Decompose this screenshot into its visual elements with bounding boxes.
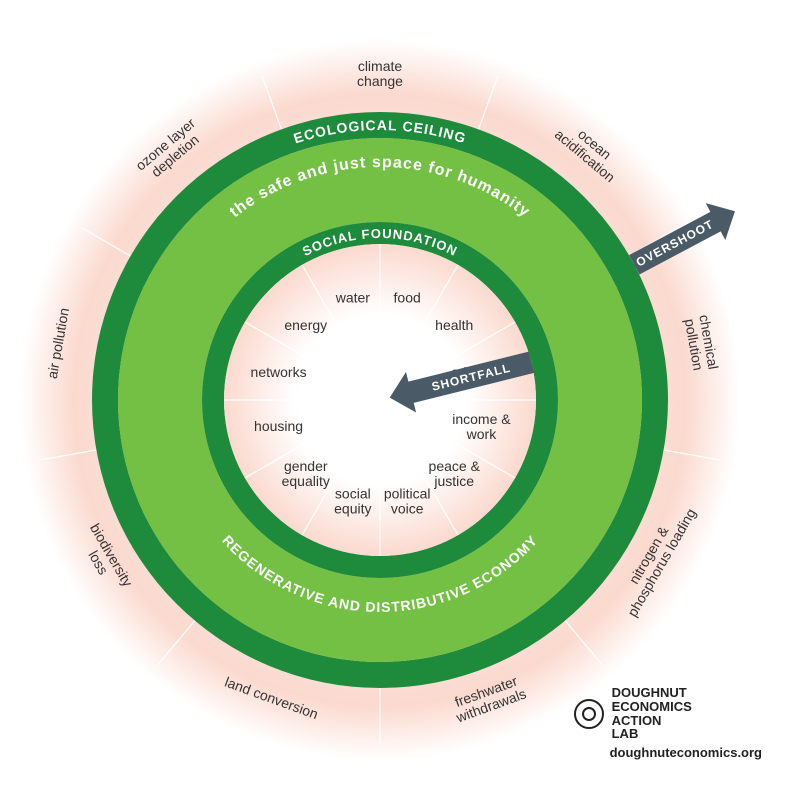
inner-segment-label: networks: [251, 364, 307, 380]
footer-url: doughnuteconomics.org: [610, 745, 762, 760]
inner-segment-label: health: [435, 317, 473, 333]
inner-segment-label: genderequality: [282, 458, 330, 489]
inner-segment-label: housing: [254, 418, 303, 434]
inner-segment-label: peace &justice: [429, 458, 481, 489]
doughnut-diagram: ECOLOGICAL CEILINGthe safe and just spac…: [0, 0, 800, 800]
inner-segment-label: socialequity: [334, 485, 371, 516]
outer-segment-label: climatechange: [357, 58, 403, 89]
inner-segment-label: energy: [284, 317, 327, 333]
inner-segment-label: food: [394, 290, 421, 306]
doughnut-logo-icon: [574, 699, 604, 729]
inner-segment-label: politicalvoice: [384, 485, 431, 516]
footer: DOUGHNUTECONOMICSACTIONLAB doughnutecono…: [574, 686, 762, 760]
inner-segment-label: water: [335, 290, 371, 306]
brand-text: DOUGHNUTECONOMICSACTIONLAB: [612, 686, 692, 741]
